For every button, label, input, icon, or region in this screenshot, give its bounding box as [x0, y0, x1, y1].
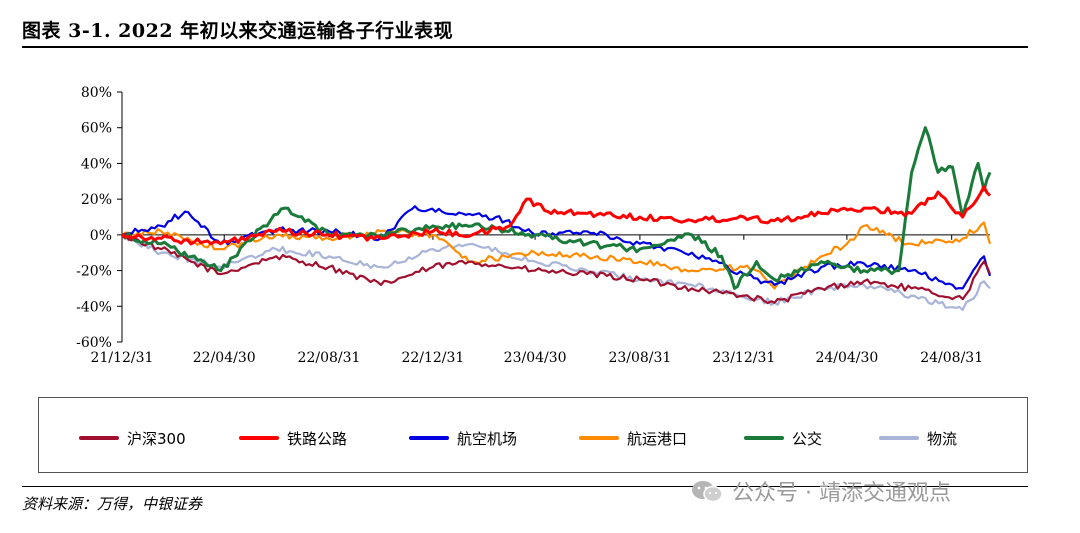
x-tick-label: 22/12/31 — [401, 350, 464, 366]
x-tick-label: 23/08/31 — [608, 350, 671, 366]
y-tick-label: 40% — [81, 156, 112, 172]
legend-item: 沪深300 — [79, 428, 186, 448]
page-title: 图表 3-1. 2022 年初以来交通运输各子行业表现 — [22, 20, 454, 42]
x-tick-label: 24/04/30 — [815, 350, 878, 366]
legend-label: 沪深300 — [127, 429, 186, 448]
series-line-2 — [121, 185, 992, 246]
legend-swatch — [879, 436, 919, 440]
legend-item: 航空机场 — [409, 428, 517, 448]
legend-swatch — [239, 436, 279, 440]
source-note: 资料来源：万得，中银证券 — [22, 495, 203, 513]
y-tick-label: 80% — [81, 85, 112, 101]
line-chart: -60% -40% -20% 0% 20% 40% 60% 80% 21/12/31 22/04/… — [76, 85, 992, 366]
y-tick-label: 60% — [81, 121, 112, 137]
watermark-text: 公众号 · 靖添交通观点 — [732, 481, 951, 506]
y-tick-label: 0% — [90, 228, 112, 244]
series-line-5 — [120, 126, 992, 290]
chart-legend: 沪深300 铁路公路 航空机场 航运港口 公交 物流 — [38, 397, 1028, 473]
y-tick-label: 20% — [81, 192, 112, 208]
y-tick-label: -60% — [76, 335, 112, 351]
legend-swatch — [579, 436, 619, 440]
legend-label: 公交 — [792, 429, 823, 448]
x-tick-label: 23/04/30 — [504, 350, 567, 366]
chart-axes: -60% -40% -20% 0% 20% 40% 60% 80% 21/12/31 22/04/… — [76, 85, 990, 366]
legend-label: 物流 — [927, 429, 958, 448]
title-divider — [22, 46, 1028, 48]
series-line-1 — [121, 232, 992, 305]
watermark: 公众号 · 靖添交通观点 — [690, 475, 951, 507]
y-tick-label: -40% — [76, 299, 112, 315]
x-tick-label: 22/08/31 — [298, 350, 361, 366]
series-line-4 — [121, 221, 992, 290]
series-line-6 — [121, 233, 991, 311]
wechat-icon — [692, 481, 723, 503]
x-tick-label: 21/12/31 — [91, 350, 154, 366]
legend-item: 航运港口 — [579, 428, 687, 448]
legend-swatch — [409, 436, 449, 440]
legend-swatch — [79, 436, 119, 440]
source-divider — [22, 486, 1028, 487]
legend-item: 公交 — [744, 428, 822, 448]
legend-label: 航运港口 — [627, 429, 688, 448]
legend-item: 铁路公路 — [239, 428, 347, 448]
legend-swatch — [744, 436, 784, 440]
series-line-3 — [121, 205, 992, 290]
x-tick-label: 23/12/31 — [712, 350, 775, 366]
chart-series — [120, 126, 992, 311]
x-tick-label: 22/04/30 — [193, 350, 256, 366]
legend-item: 物流 — [879, 428, 957, 448]
legend-label: 铁路公路 — [287, 429, 348, 448]
legend-label: 航空机场 — [457, 429, 518, 448]
y-tick-label: -20% — [76, 264, 112, 280]
x-tick-label: 24/08/31 — [920, 350, 983, 366]
